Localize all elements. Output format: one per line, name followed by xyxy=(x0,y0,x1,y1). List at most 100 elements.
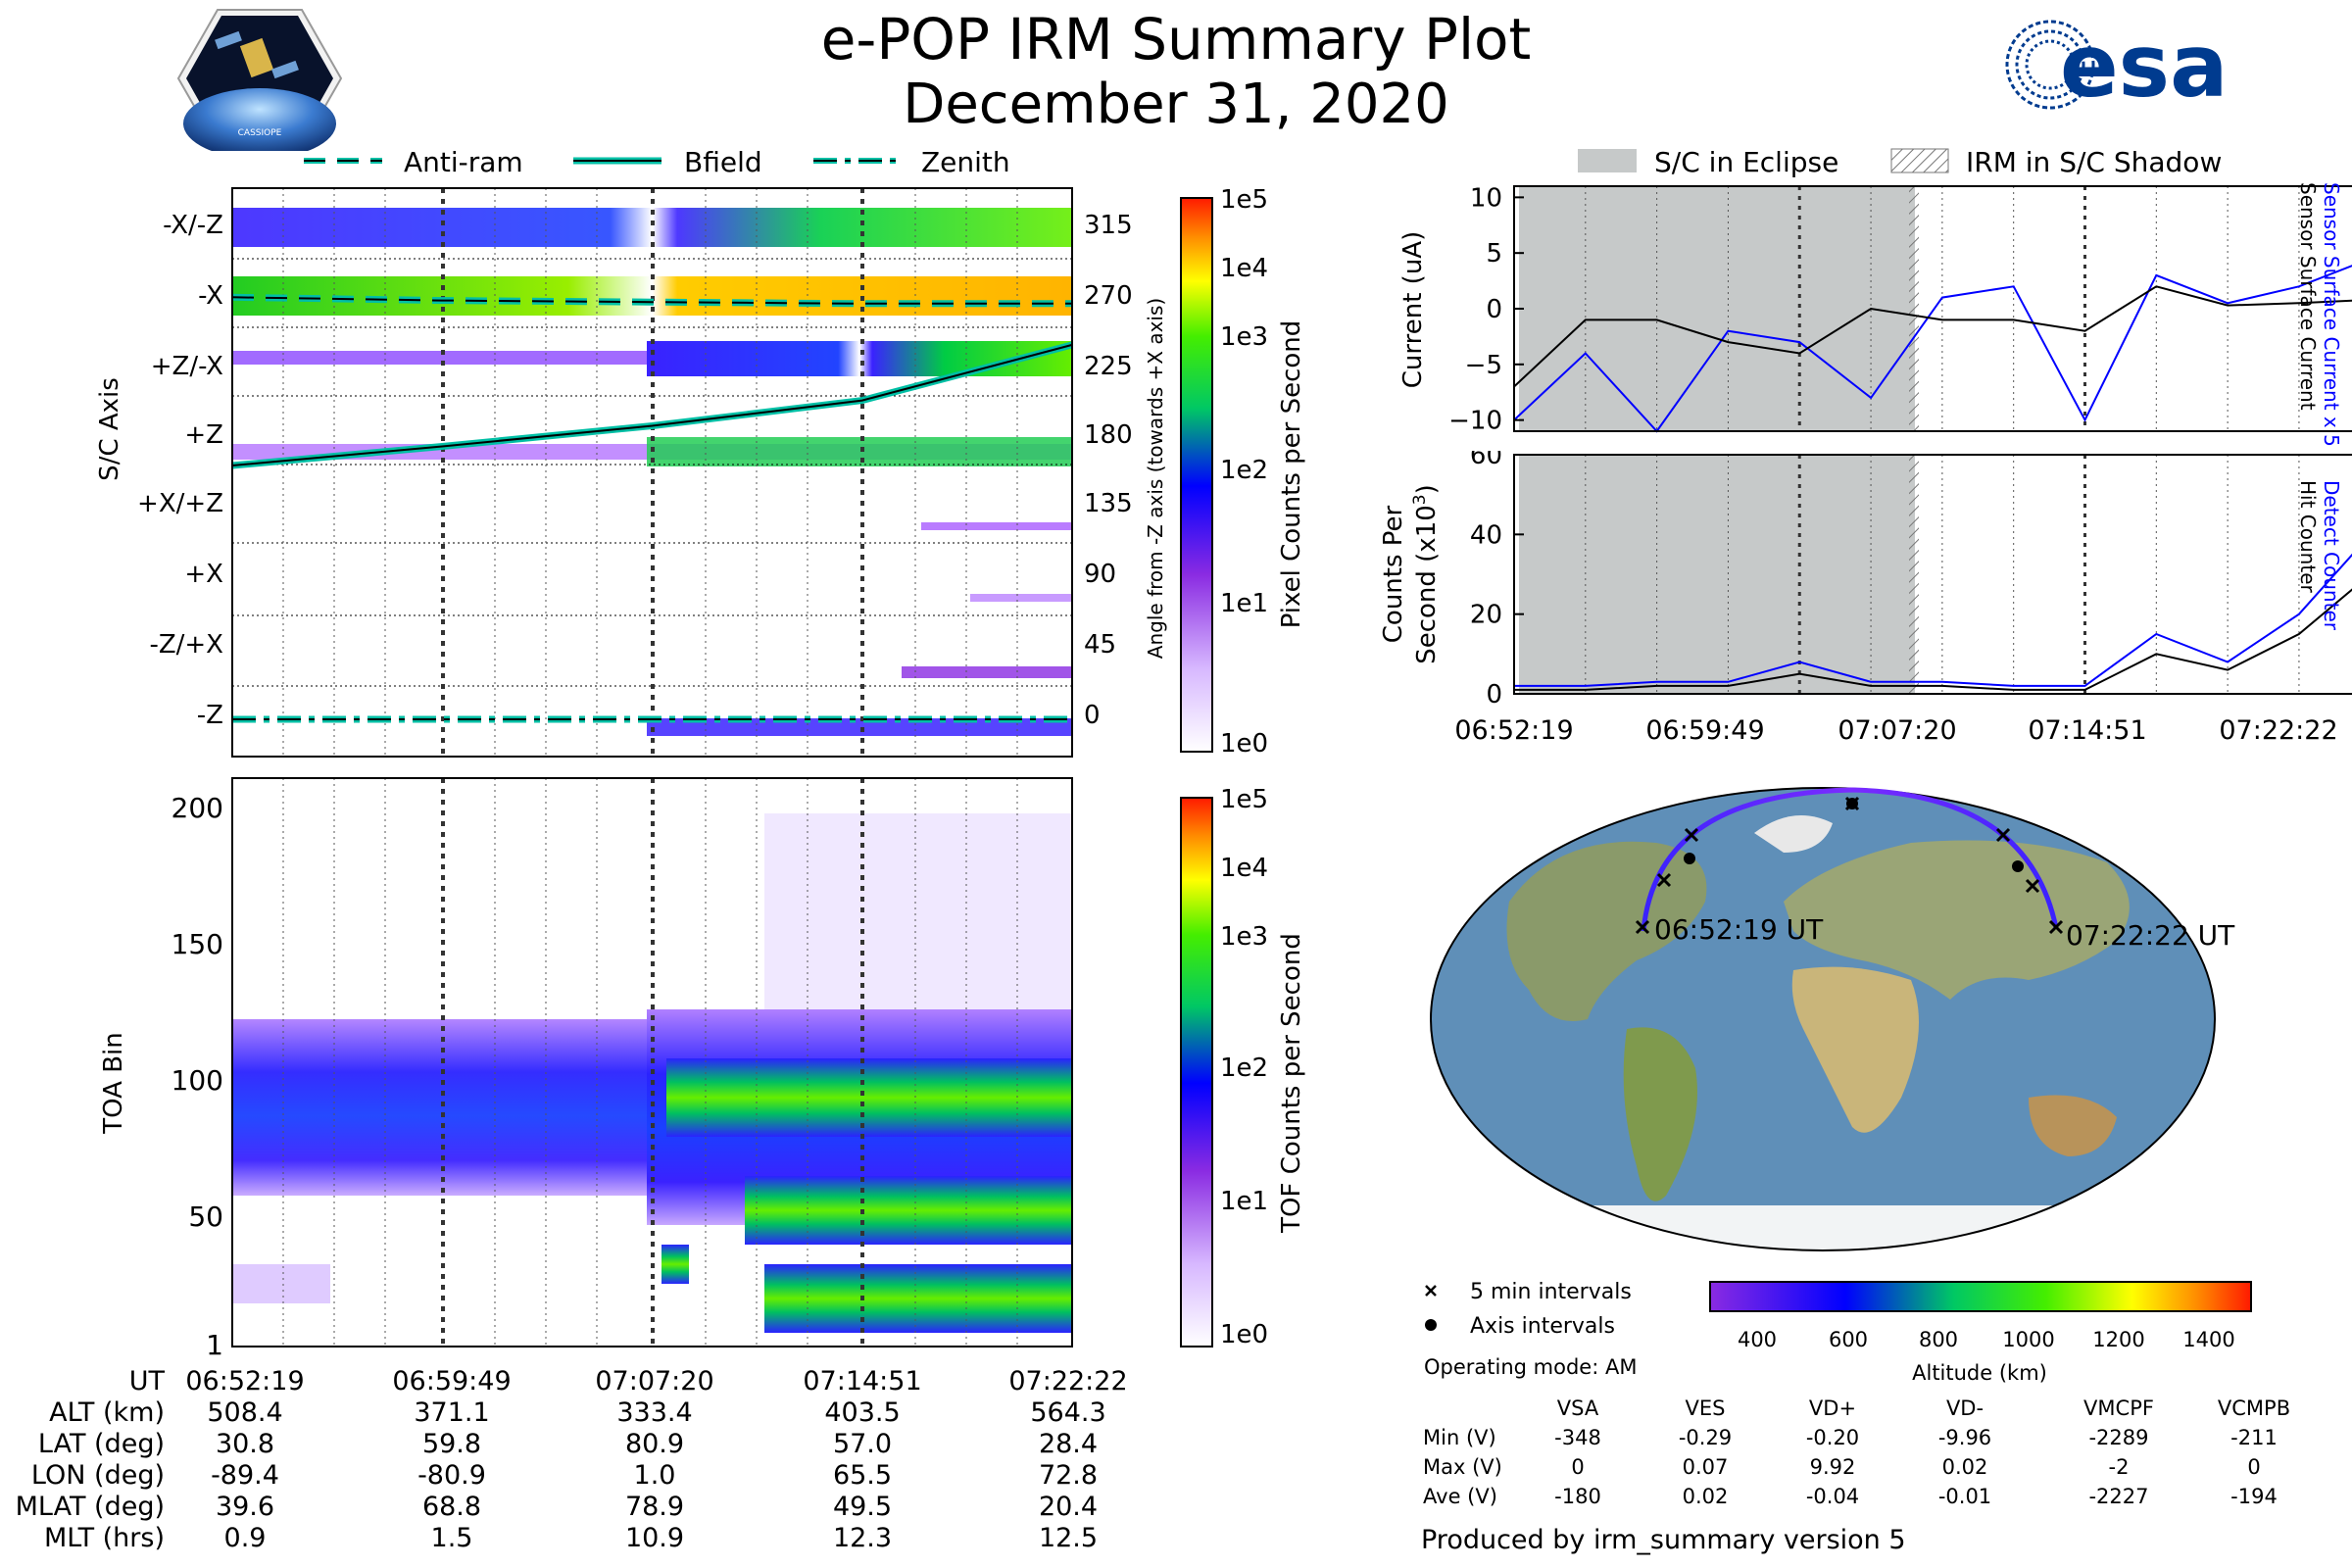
yaxis-label: -Z xyxy=(197,701,223,730)
svg-text:CASSIOPE: CASSIOPE xyxy=(238,128,282,138)
volt-value: -0.04 xyxy=(1806,1485,1859,1508)
ephem-value: 564.3 xyxy=(1030,1397,1105,1428)
volt-row-label: Max (V) xyxy=(1423,1455,1502,1479)
angle-tick: 135 xyxy=(1084,489,1133,518)
tof-heatmap-panel: TOA Bin 200 150 100 50 1 1e5 1e4 1e3 1e2… xyxy=(99,777,1306,1361)
volt-value: -2289 xyxy=(2088,1426,2148,1449)
volt-value: -180 xyxy=(1554,1485,1601,1508)
volt-value: -0.20 xyxy=(1806,1426,1859,1449)
yaxis-label: -X/-Z xyxy=(163,211,223,240)
volt-col-header: VES xyxy=(1686,1396,1726,1420)
page-date: December 31, 2020 xyxy=(903,73,1449,136)
alt-tick: 800 xyxy=(1919,1328,1958,1351)
legend-shadow: IRM in S/C Shadow xyxy=(1966,146,2222,178)
ephem-value: 39.6 xyxy=(216,1492,274,1522)
ephem-value: 07:07:20 xyxy=(595,1366,713,1396)
volt-col-header: VCMPB xyxy=(2218,1396,2290,1420)
ephem-value: -89.4 xyxy=(211,1460,279,1491)
volt-value: 0 xyxy=(2247,1455,2260,1479)
colorbar-tick: 1e0 xyxy=(1220,729,1268,759)
colorbar-tick: 1e3 xyxy=(1220,922,1268,952)
volt-col-header: VD+ xyxy=(1809,1396,1856,1420)
yaxis-label: +X/+Z xyxy=(137,489,223,518)
ephem-value: 10.9 xyxy=(625,1523,684,1553)
ephem-value: 72.8 xyxy=(1039,1460,1098,1491)
ephem-value: -80.9 xyxy=(417,1460,486,1491)
yaxis-label: -X xyxy=(198,281,223,311)
yaxis-label: +X xyxy=(184,560,223,589)
ephem-value: 1.0 xyxy=(634,1460,676,1491)
counts-chart: 60 40 20 0 Counts Per Second (x103) xyxy=(1379,451,2352,706)
counts-right-labels: Detect Counter Hit Counter xyxy=(2296,480,2343,631)
tof-bands xyxy=(232,813,1072,1333)
voltage-table: VSA VES VD+ VD- VMCPF VCMPB Min (V) -348 -0.29 -0… xyxy=(1423,1396,2290,1508)
ephem-value: 20.4 xyxy=(1039,1492,1098,1522)
legend-5min: 5 min intervals xyxy=(1470,1280,1632,1304)
volt-value: -211 xyxy=(2230,1426,2278,1449)
angle-tick: 180 xyxy=(1084,420,1133,450)
alt-tick: 600 xyxy=(1829,1328,1868,1351)
tof-ytick: 100 xyxy=(172,1064,223,1097)
angle-tick: 90 xyxy=(1084,560,1116,589)
ephem-value: 0.9 xyxy=(224,1523,267,1553)
ytick: 0 xyxy=(1486,680,1502,706)
series-anti-ram xyxy=(231,296,1072,305)
altitude-colorbar: 400 600 800 1000 1200 1400 Altitude (km) xyxy=(1709,1281,2252,1385)
ytick: 5 xyxy=(1486,239,1502,269)
ephem-value: 403.5 xyxy=(824,1397,900,1428)
ytick: 20 xyxy=(1470,601,1502,630)
label-detect-counter: Detect Counter xyxy=(2320,480,2343,631)
volt-col-header: VMCPF xyxy=(2083,1396,2154,1420)
volt-value: -2227 xyxy=(2088,1485,2148,1508)
colorbar-tick: 1e5 xyxy=(1220,185,1268,215)
tof-ytick: 150 xyxy=(172,928,223,960)
current-ylabel: Current (uA) xyxy=(1398,231,1428,388)
tof-ylabel: TOA Bin xyxy=(99,1032,128,1134)
label-sensor-current-x5: Sensor Surface Current x 5 xyxy=(2320,182,2343,447)
colorbar-tick: 1e5 xyxy=(1220,785,1268,814)
series-line xyxy=(1514,588,2352,691)
colorbar-tick: 1e4 xyxy=(1220,254,1268,283)
colorbar-tick: 1e1 xyxy=(1220,1187,1268,1216)
colorbar-tick: 1e1 xyxy=(1220,589,1268,618)
colorbar-tick: 1e3 xyxy=(1220,322,1268,352)
tof-ytick: 1 xyxy=(206,1329,223,1361)
volt-value: 9.92 xyxy=(1810,1455,1856,1479)
svg-text:esa: esa xyxy=(2060,16,2228,117)
tof-colorbar-label: TOF Counts per Second xyxy=(1277,933,1306,1234)
orbit-track xyxy=(1641,787,2059,932)
ephem-label: ALT (km) xyxy=(49,1397,165,1428)
ephem-value: 30.8 xyxy=(216,1429,274,1459)
ytick: 0 xyxy=(1486,295,1502,324)
pixel-colorbar-label: Pixel Counts per Second xyxy=(1277,320,1306,629)
ephem-value: 1.5 xyxy=(431,1523,473,1553)
label-sensor-current: Sensor Surface Current xyxy=(2296,182,2320,411)
ephem-value: 28.4 xyxy=(1039,1429,1098,1459)
alt-tick: 400 xyxy=(1738,1328,1777,1351)
colorbar-tick: 1e2 xyxy=(1220,456,1268,485)
angle-tick: 0 xyxy=(1084,701,1101,730)
volt-value: -0.01 xyxy=(1938,1485,1991,1508)
axis-interval-markers xyxy=(1684,798,2024,872)
alt-label: Altitude (km) xyxy=(1912,1361,2047,1385)
time-tick: 07:22:22 xyxy=(2219,715,2337,746)
map-legend: 5 min intervals Axis intervals xyxy=(1425,1280,1632,1339)
ephem-value: 371.1 xyxy=(414,1397,489,1428)
volt-value: -348 xyxy=(1554,1426,1601,1449)
series-line xyxy=(1514,553,2352,687)
eclipse-region xyxy=(1519,186,1915,431)
pixel-legend: Anti-ram Bfield Zenith xyxy=(304,146,1010,178)
ytick: −10 xyxy=(1448,407,1502,436)
ephem-value: 80.9 xyxy=(625,1429,684,1459)
label-hit-counter: Hit Counter xyxy=(2296,480,2320,593)
ytick: 60 xyxy=(1470,451,1502,470)
angle-axis-label: Angle from -Z axis (towards +X axis) xyxy=(1144,298,1167,659)
ephem-label: MLAT (deg) xyxy=(16,1492,165,1522)
map-end-label: 07:22:22 UT xyxy=(2066,919,2235,952)
volt-value: 0 xyxy=(1571,1455,1584,1479)
ephem-label: UT xyxy=(129,1366,166,1396)
ephem-label: MLT (hrs) xyxy=(44,1523,165,1553)
ephem-value: 06:59:49 xyxy=(392,1366,511,1396)
ephem-value: 12.5 xyxy=(1039,1523,1098,1553)
legend-axis: Axis intervals xyxy=(1470,1314,1615,1339)
